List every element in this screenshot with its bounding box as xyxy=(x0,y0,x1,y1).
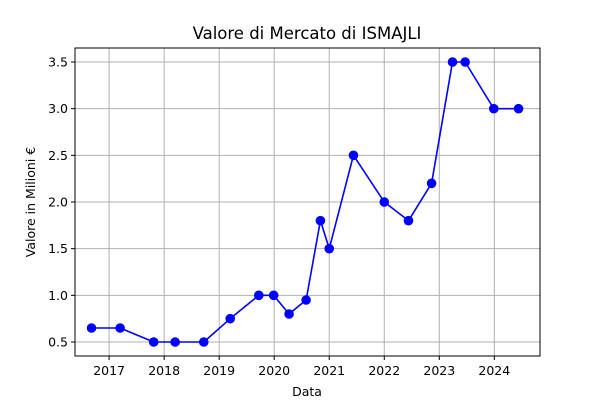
x-tick-label: 2017 xyxy=(93,363,125,378)
x-tick-label: 2023 xyxy=(423,363,455,378)
data-point xyxy=(513,103,524,114)
y-tick-label: 3.5 xyxy=(48,55,68,70)
data-point xyxy=(86,323,97,333)
data-point xyxy=(324,243,335,254)
y-tick-label: 2.0 xyxy=(48,195,68,210)
x-tick-label: 2022 xyxy=(368,363,400,378)
axis-ticks: 2017 2018 2019 2020 2021 2022 2023 2024 0.5 1.0 1.… xyxy=(48,55,510,379)
data-point xyxy=(253,290,264,301)
y-tick-label: 1.0 xyxy=(48,288,68,303)
data-point xyxy=(460,57,470,67)
data-point xyxy=(284,309,294,319)
x-tick-label: 2020 xyxy=(258,363,290,378)
y-tick-label: 1.5 xyxy=(48,241,68,256)
x-tick-label: 2024 xyxy=(478,363,510,378)
data-point xyxy=(315,215,326,226)
data-point xyxy=(426,178,437,189)
data-point xyxy=(115,323,125,333)
data-point xyxy=(379,197,390,207)
y-axis-label: Valore in Milioni € xyxy=(23,147,38,257)
y-tick-label: 3.0 xyxy=(48,101,68,116)
data-point xyxy=(301,295,311,305)
grid xyxy=(75,48,540,356)
y-tick-label: 0.5 xyxy=(48,335,68,350)
data-point xyxy=(268,290,279,301)
y-tick-label: 2.5 xyxy=(48,148,68,163)
x-tick-label: 2019 xyxy=(203,363,235,378)
x-axis-label: Data xyxy=(292,384,322,399)
data-point xyxy=(198,337,209,347)
data-point xyxy=(170,337,180,347)
data-point xyxy=(447,57,458,67)
data-point xyxy=(348,150,359,161)
series-layer xyxy=(86,57,524,347)
data-point xyxy=(403,215,414,226)
x-tick-label: 2018 xyxy=(148,363,180,378)
data-point xyxy=(148,337,159,347)
chart-title: Valore di Mercato di ISMAJLI xyxy=(193,24,422,43)
x-tick-label: 2021 xyxy=(313,363,345,378)
data-point xyxy=(488,103,499,114)
data-point xyxy=(225,313,235,324)
